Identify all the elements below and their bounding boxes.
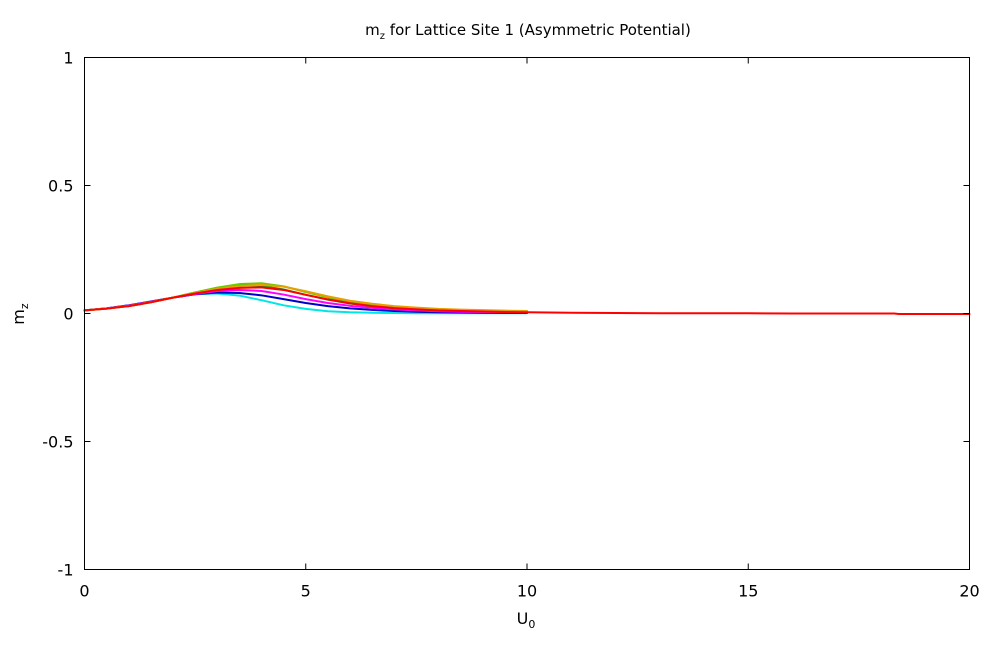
- y-tick-label: 0.5: [48, 177, 73, 196]
- x-tick-label: 20: [959, 582, 979, 601]
- chart-title: mz for Lattice Site 1 (Asymmetric Potent…: [365, 21, 691, 42]
- series-line-5: [83, 283, 528, 312]
- y-axis-label-subscript: z: [18, 303, 31, 309]
- x-tick-label: 5: [301, 582, 311, 601]
- series-layer: [83, 282, 971, 316]
- x-axis-label: U0: [517, 609, 536, 631]
- y-tick-label: -0.5: [42, 433, 73, 452]
- title-symbol: m: [365, 21, 380, 39]
- x-axis-label-main: U: [517, 609, 529, 628]
- y-axis-label-main: m: [9, 309, 28, 325]
- x-axis-label-subscript: 0: [528, 618, 535, 631]
- plot-frame: [84, 57, 970, 570]
- title-rest: for Lattice Site 1 (Asymmetric Potential…: [385, 21, 691, 39]
- x-tick-label: 15: [738, 582, 758, 601]
- y-tick-label: 1: [63, 49, 73, 68]
- y-axis-label: mz: [9, 303, 31, 325]
- y-tick-label: 0: [63, 305, 73, 324]
- y-tick-label: -1: [58, 561, 74, 580]
- series-line-6: [83, 286, 971, 316]
- title-subscript: z: [380, 31, 385, 42]
- series-line-4: [83, 282, 528, 313]
- x-tick-label: 10: [517, 582, 537, 601]
- x-tick-label: 0: [79, 582, 89, 601]
- ticks-layer: 0 5 10 15 20 -1 -0.5 0 0.5 1: [42, 49, 979, 601]
